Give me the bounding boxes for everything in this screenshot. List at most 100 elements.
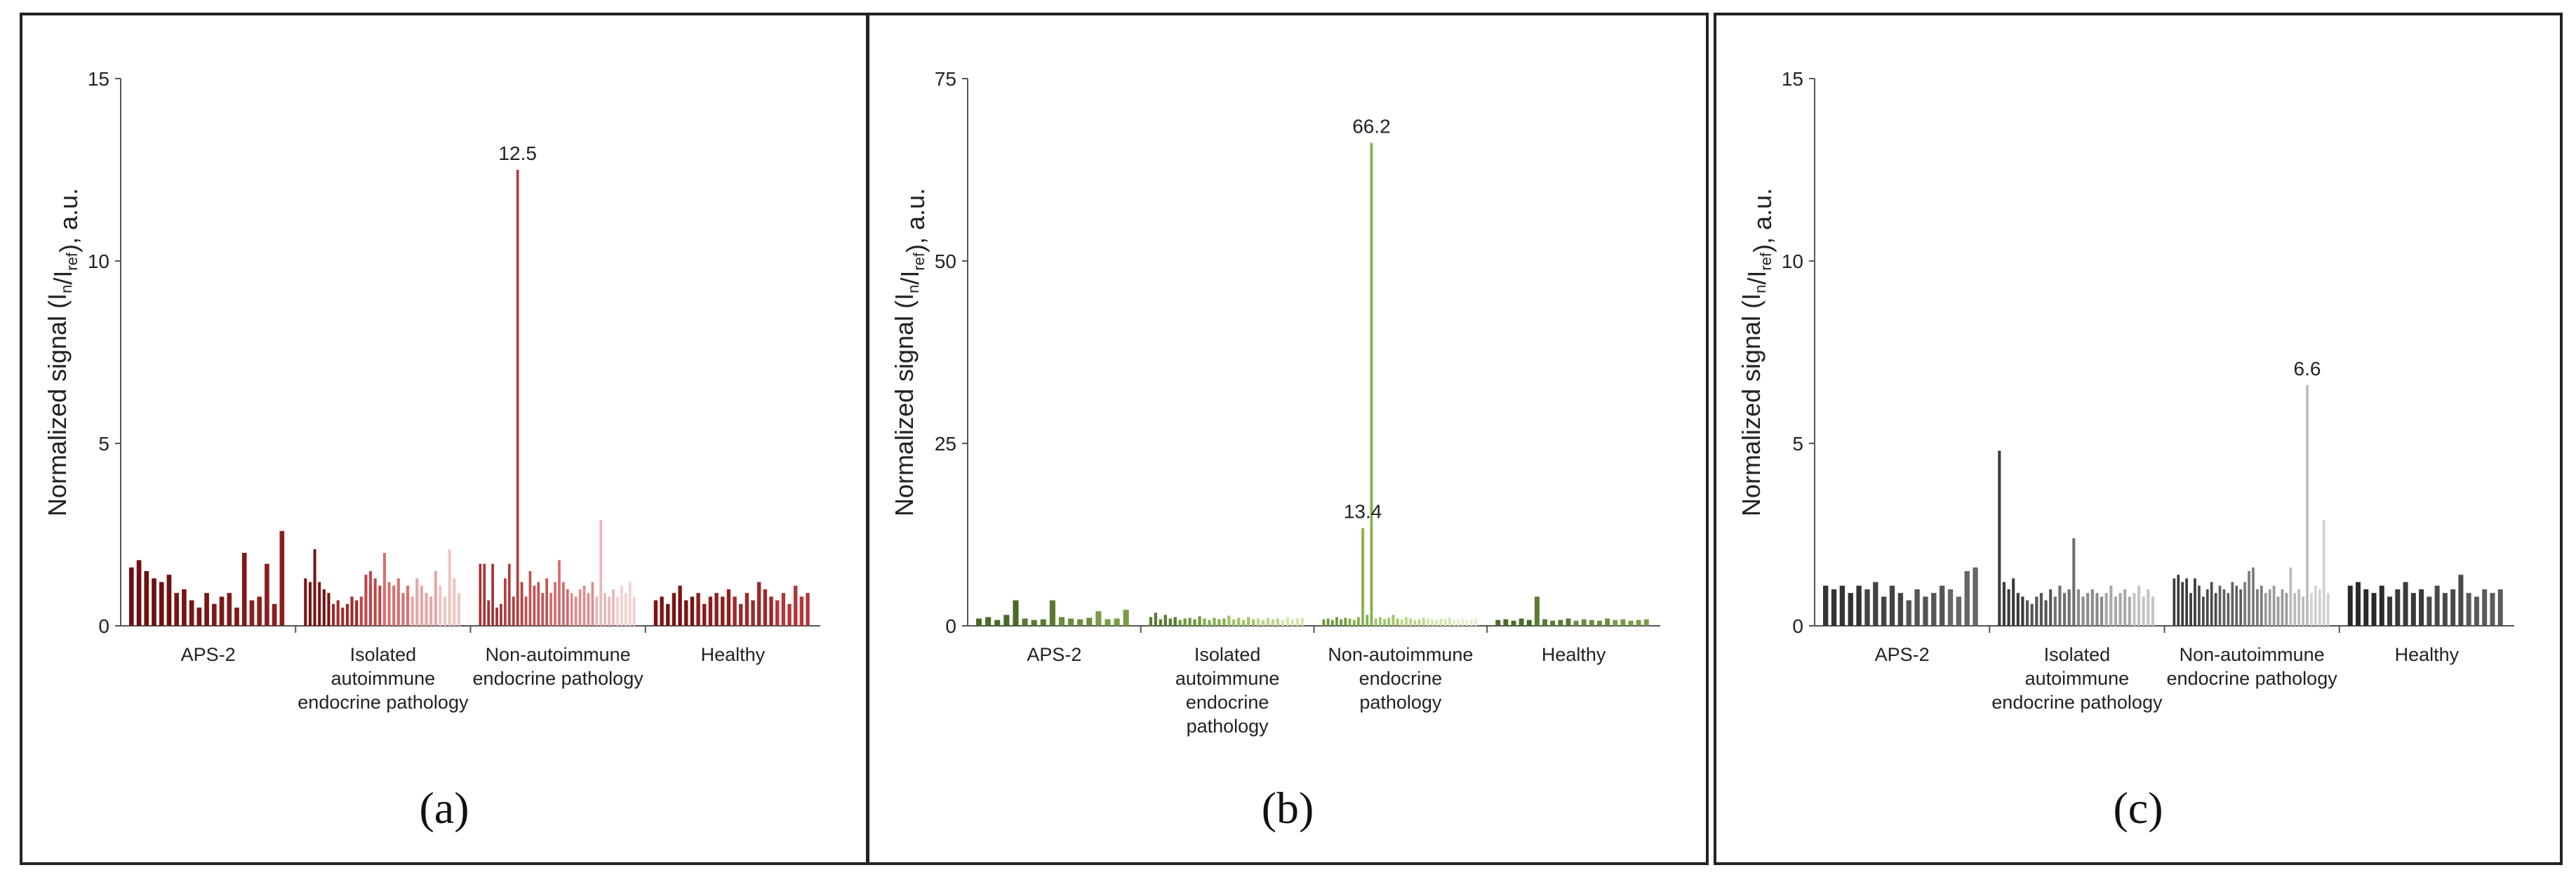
bar bbox=[196, 608, 202, 626]
bar bbox=[2021, 596, 2024, 626]
bar bbox=[304, 578, 307, 626]
bar bbox=[2076, 589, 2080, 626]
bar bbox=[2210, 582, 2213, 626]
bar bbox=[2256, 589, 2259, 626]
bar bbox=[1503, 619, 1509, 626]
bar bbox=[1203, 618, 1206, 626]
bar bbox=[504, 578, 507, 626]
bar bbox=[1392, 615, 1395, 626]
bar bbox=[1168, 618, 1172, 626]
y-tick-label: 25 bbox=[935, 433, 956, 455]
bar bbox=[1159, 619, 1162, 626]
bar bbox=[2039, 593, 2043, 626]
bar bbox=[2318, 589, 2321, 626]
bar bbox=[714, 593, 719, 626]
y-tick-label: 5 bbox=[1792, 433, 1803, 455]
bar bbox=[2007, 589, 2010, 626]
bar bbox=[491, 563, 494, 626]
bar bbox=[1095, 611, 1102, 626]
bar bbox=[2016, 593, 2020, 626]
y-tick-label: 15 bbox=[88, 68, 109, 90]
bar bbox=[1964, 571, 1970, 626]
chart-b: 0 25 50 75 Normalized signal (In/Iref), a.u.… bbox=[890, 68, 1660, 737]
bar bbox=[1439, 618, 1443, 626]
bar bbox=[1058, 617, 1065, 626]
bar bbox=[1573, 620, 1579, 626]
bar bbox=[2371, 593, 2377, 626]
bar bbox=[2314, 585, 2317, 626]
bar bbox=[1040, 619, 1046, 626]
x-group-label: endocrine pathology bbox=[1991, 692, 2163, 713]
bar bbox=[799, 596, 804, 626]
bar bbox=[2181, 582, 2184, 626]
bar bbox=[1149, 617, 1153, 626]
bar bbox=[1276, 618, 1280, 626]
bar bbox=[2310, 593, 2313, 626]
y-tick-label: 50 bbox=[935, 250, 956, 272]
bar bbox=[2147, 589, 2150, 626]
x-group-label: endocrine pathology bbox=[473, 668, 644, 689]
bar bbox=[1864, 589, 1870, 626]
bar bbox=[2289, 567, 2293, 626]
bar bbox=[1897, 593, 1904, 626]
bar bbox=[2442, 593, 2448, 626]
bar bbox=[1246, 617, 1250, 626]
chart-c: 0 5 10 15 Normalized signal (In/Iref), a.u. A… bbox=[1737, 68, 2514, 713]
bar bbox=[2090, 589, 2094, 626]
bar bbox=[2482, 589, 2488, 626]
bar bbox=[2293, 593, 2297, 626]
bar bbox=[1417, 619, 1421, 626]
bar bbox=[1620, 619, 1626, 626]
x-group-label: Isolated bbox=[1194, 644, 1261, 665]
bar bbox=[787, 603, 792, 626]
bar bbox=[612, 589, 615, 626]
x-group-label: pathology bbox=[1187, 716, 1269, 737]
bar bbox=[558, 560, 561, 626]
bar bbox=[794, 585, 798, 626]
x-group-label: autoimmune bbox=[1175, 668, 1280, 689]
data-label: 12.5 bbox=[498, 142, 537, 164]
x-group-label: endocrine bbox=[1186, 692, 1269, 713]
bar bbox=[401, 593, 405, 626]
bar bbox=[696, 593, 700, 626]
bar bbox=[2403, 582, 2408, 626]
bar bbox=[2395, 589, 2401, 626]
bar bbox=[2285, 593, 2288, 626]
bar bbox=[1465, 620, 1469, 626]
x-group-label: APS-2 bbox=[1027, 644, 1081, 665]
bar bbox=[1511, 620, 1516, 626]
bar bbox=[479, 563, 482, 626]
bar bbox=[1213, 617, 1216, 626]
bar bbox=[1558, 620, 1563, 626]
bar bbox=[2133, 593, 2136, 626]
bar bbox=[2272, 585, 2276, 626]
bar bbox=[487, 600, 490, 626]
bar bbox=[763, 589, 768, 626]
bar bbox=[1271, 619, 1275, 626]
bar bbox=[2081, 596, 2085, 626]
bar bbox=[2194, 578, 2196, 626]
bar bbox=[2189, 593, 2192, 626]
data-label: 66.2 bbox=[1352, 116, 1391, 138]
bar bbox=[265, 563, 269, 626]
bar bbox=[204, 593, 209, 626]
x-group-label: Isolated bbox=[350, 644, 417, 665]
bar bbox=[1068, 618, 1074, 626]
bar bbox=[1326, 618, 1330, 626]
bar bbox=[2128, 596, 2131, 626]
bar bbox=[1357, 617, 1360, 626]
bar bbox=[2490, 593, 2495, 626]
bar bbox=[1856, 585, 1862, 626]
bar bbox=[1956, 596, 1962, 626]
bar bbox=[733, 596, 737, 626]
bar bbox=[1266, 617, 1270, 626]
bar bbox=[2095, 593, 2099, 626]
bar bbox=[528, 571, 532, 626]
bar bbox=[345, 603, 349, 626]
bar bbox=[1542, 619, 1547, 626]
bar bbox=[2214, 593, 2217, 626]
bar bbox=[1193, 619, 1196, 626]
bar bbox=[1839, 585, 1846, 626]
bar bbox=[1208, 620, 1211, 626]
bar bbox=[2205, 589, 2209, 626]
